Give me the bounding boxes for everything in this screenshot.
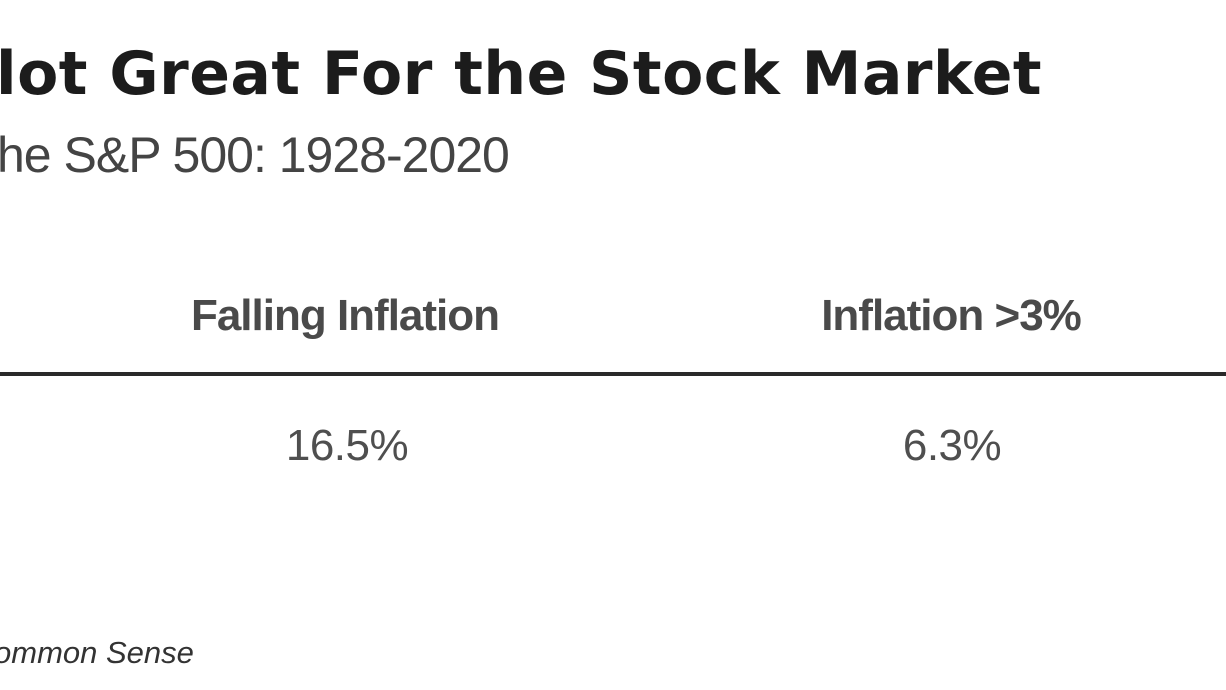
source-note: ommon Sense <box>0 635 194 670</box>
table-cell-falling-inflation: 16.5% <box>285 421 409 470</box>
table-cell-inflation-above-3: 6.3% <box>902 421 1002 470</box>
chart-title: lot Great For the Stock Market <box>0 39 1043 109</box>
header-divider-line <box>0 372 1226 376</box>
chart-subtitle: he S&P 500: 1928-2020 <box>0 127 510 183</box>
column-header-inflation-above-3: Inflation >3% <box>821 291 1082 340</box>
column-header-falling-inflation: Falling Inflation <box>190 291 500 340</box>
